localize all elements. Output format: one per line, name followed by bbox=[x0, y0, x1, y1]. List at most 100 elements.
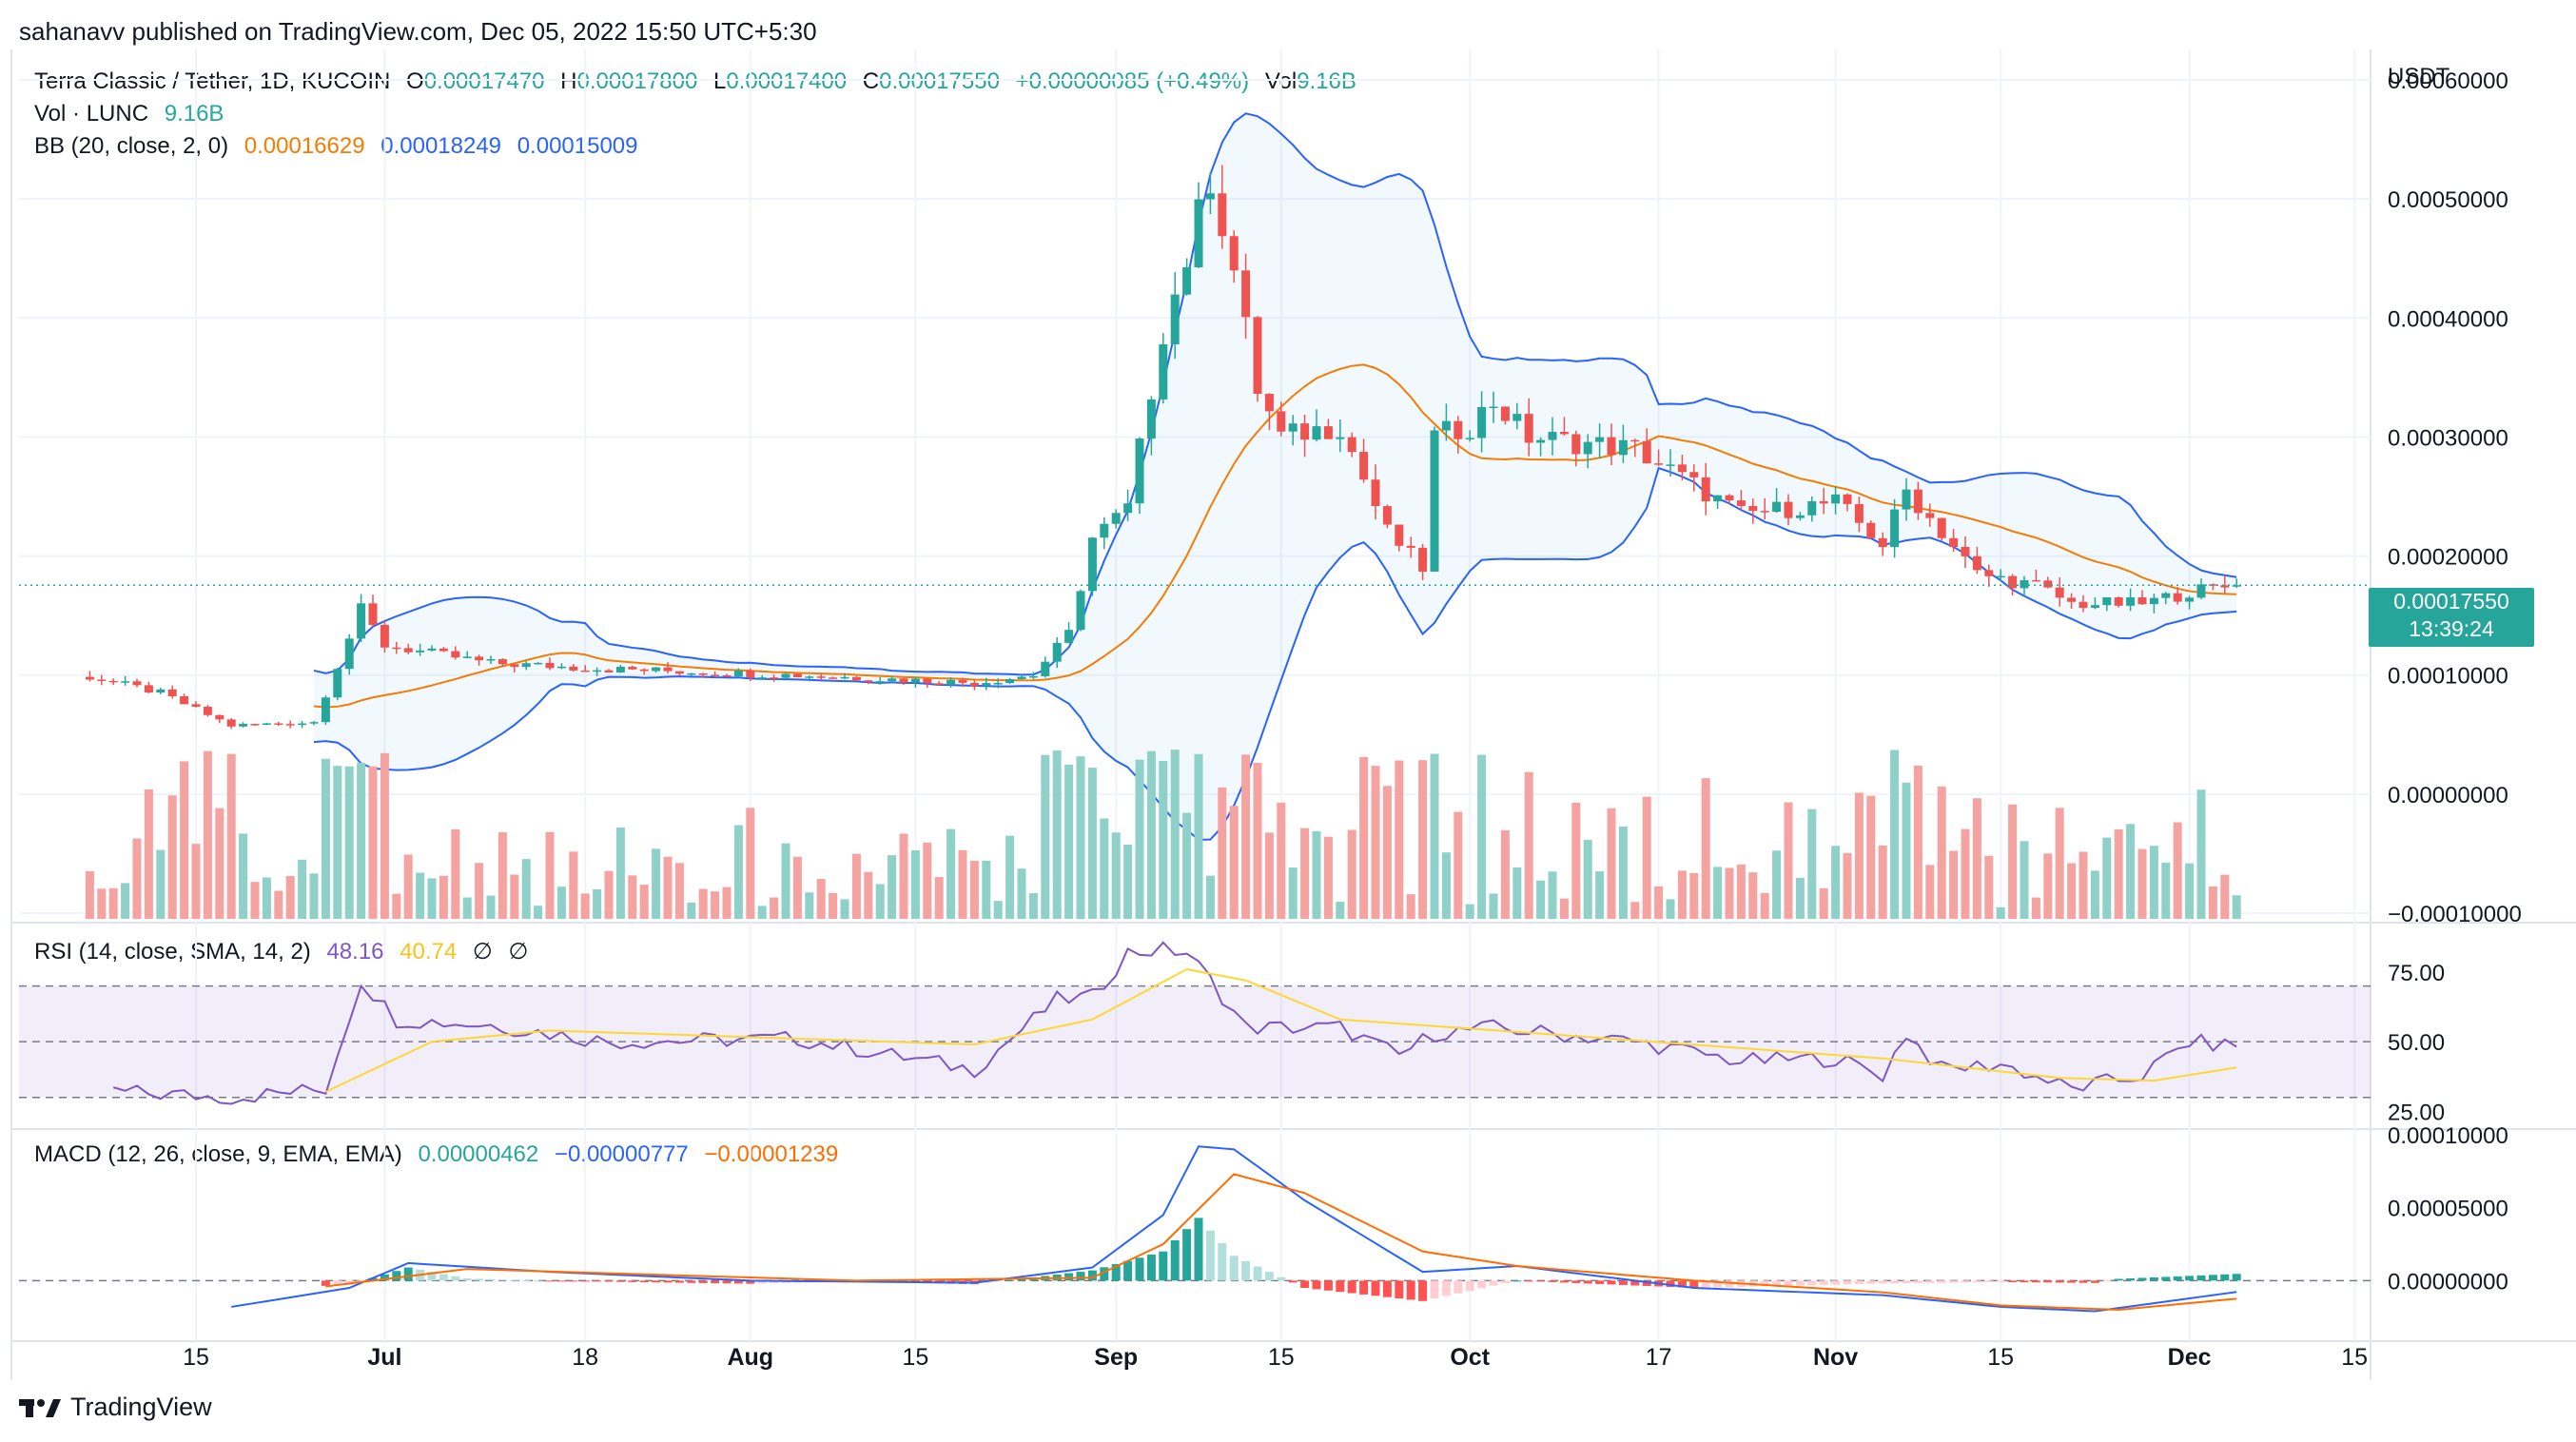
macd-histogram-bar bbox=[2090, 1280, 2099, 1283]
volume-bar bbox=[498, 832, 507, 919]
macd-histogram-bar bbox=[1323, 1280, 1333, 1291]
macd-histogram-bar bbox=[1087, 1270, 1097, 1281]
candle-body bbox=[1618, 439, 1628, 456]
macd-histogram-bar bbox=[1253, 1266, 1262, 1281]
macd-histogram-bar bbox=[569, 1280, 578, 1282]
candle-body bbox=[958, 679, 967, 683]
volume-bar bbox=[1996, 906, 2005, 919]
macd-histogram-bar bbox=[2196, 1275, 2206, 1281]
macd-histogram-bar bbox=[1760, 1280, 1769, 1287]
candle-body bbox=[191, 704, 201, 708]
candle-body bbox=[864, 680, 873, 682]
candle-body bbox=[534, 662, 543, 665]
macd-histogram-bar bbox=[427, 1272, 437, 1281]
candle-body bbox=[1548, 432, 1557, 440]
candle-body bbox=[1182, 267, 1192, 295]
macd-histogram-bar bbox=[1866, 1280, 1876, 1284]
symbol-title[interactable]: Terra Classic / Tether, 1D, KUCOIN bbox=[34, 68, 391, 94]
macd-histogram-bar bbox=[1666, 1280, 1675, 1287]
candle-body bbox=[722, 674, 732, 677]
candle-body bbox=[121, 681, 130, 683]
volume-bar bbox=[1465, 904, 1474, 919]
macd-histogram-bar bbox=[2137, 1277, 2147, 1281]
candle-body bbox=[1465, 438, 1474, 439]
volume-bar bbox=[1890, 750, 1900, 919]
volume-bar bbox=[262, 877, 271, 919]
volume-bar bbox=[1170, 750, 1180, 919]
volume-bar bbox=[1277, 802, 1286, 919]
candle-body bbox=[851, 676, 861, 681]
bb-lower-value: 0.00015009 bbox=[517, 133, 638, 159]
macd-label[interactable]: MACD (12, 26, close, 9, EMA, EMA) bbox=[34, 1141, 402, 1167]
macd-histogram-bar bbox=[392, 1271, 401, 1281]
volume-bar bbox=[969, 861, 979, 919]
volume-bar bbox=[1489, 893, 1498, 919]
volume-bar bbox=[888, 855, 897, 919]
volume-bar bbox=[1571, 802, 1581, 919]
macd-histogram-bar bbox=[1300, 1280, 1310, 1288]
candle-body bbox=[1017, 676, 1026, 680]
macd-tick-label: 0.00000000 bbox=[2388, 1269, 2508, 1295]
rsi-label[interactable]: RSI (14, close, SMA, 14, 2) bbox=[34, 939, 311, 965]
volume-bar bbox=[1595, 871, 1605, 919]
candle-body bbox=[545, 662, 555, 669]
macd-histogram-bar bbox=[2114, 1278, 2123, 1281]
volume-bar bbox=[1878, 845, 1887, 919]
candle-body bbox=[2067, 597, 2077, 602]
macd-histogram-bar bbox=[1725, 1280, 1734, 1288]
candle-body bbox=[1005, 679, 1015, 684]
macd-histogram-bar bbox=[1382, 1280, 1392, 1297]
macd-signal-line bbox=[325, 1173, 2237, 1312]
macd-histogram-bar bbox=[1359, 1280, 1369, 1295]
candle-body bbox=[2020, 579, 2029, 589]
volume-bar bbox=[321, 758, 330, 919]
candle-body bbox=[1961, 546, 1970, 556]
volume-bar bbox=[1583, 839, 1592, 919]
candle-body bbox=[1642, 440, 1651, 464]
candle-body bbox=[2232, 585, 2241, 587]
macd-histogram-bar bbox=[2161, 1276, 2171, 1281]
volume-bar bbox=[770, 897, 779, 919]
candle-body bbox=[781, 673, 790, 678]
candle-body bbox=[816, 676, 826, 678]
candle-body bbox=[203, 707, 212, 715]
macd-histogram-bar bbox=[333, 1280, 342, 1286]
time-tick-label: 18 bbox=[572, 1344, 598, 1371]
volume-bar bbox=[923, 842, 932, 919]
volume-bar bbox=[1111, 832, 1121, 919]
volume-bar bbox=[982, 860, 991, 919]
macd-histogram-bar bbox=[1441, 1280, 1451, 1296]
candle-body bbox=[770, 677, 779, 679]
volume-bar bbox=[1736, 864, 1746, 919]
volume-bar bbox=[416, 872, 425, 919]
macd-histogram-bar bbox=[380, 1274, 389, 1281]
price-tick-label: 0.00050000 bbox=[2388, 187, 2508, 213]
candle-body bbox=[2102, 596, 2112, 606]
macd-histogram-bar bbox=[2173, 1276, 2182, 1281]
macd-histogram-bar bbox=[1843, 1280, 1852, 1285]
candle-body bbox=[510, 664, 519, 668]
macd-histogram-bar bbox=[1772, 1280, 1782, 1286]
volume-bar bbox=[1418, 760, 1428, 919]
macd-histogram-bar bbox=[2078, 1280, 2088, 1283]
volume-bar bbox=[946, 828, 956, 919]
volume-bar bbox=[1218, 787, 1227, 919]
volume-bar bbox=[1784, 802, 1793, 919]
volume-bar bbox=[556, 887, 566, 919]
volume-bar bbox=[1159, 760, 1168, 919]
macd-histogram-bar bbox=[1996, 1280, 2005, 1282]
macd-histogram-bar bbox=[615, 1280, 625, 1282]
volume-bar bbox=[333, 766, 342, 919]
macd-histogram-bar bbox=[1288, 1280, 1298, 1283]
candle-body bbox=[380, 624, 389, 648]
volume-label[interactable]: Vol · LUNC bbox=[34, 101, 149, 127]
macd-histogram-bar bbox=[1937, 1280, 1946, 1283]
candle-body bbox=[1500, 406, 1510, 421]
tradingview-logo-icon bbox=[19, 1398, 61, 1417]
volume-bar bbox=[2008, 804, 2018, 919]
volume-bar bbox=[2067, 863, 2077, 919]
tradingview-logo[interactable]: TradingView bbox=[19, 1393, 212, 1422]
macd-signal-value: −0.00001239 bbox=[704, 1141, 839, 1167]
macd-histogram-bar bbox=[628, 1280, 637, 1282]
